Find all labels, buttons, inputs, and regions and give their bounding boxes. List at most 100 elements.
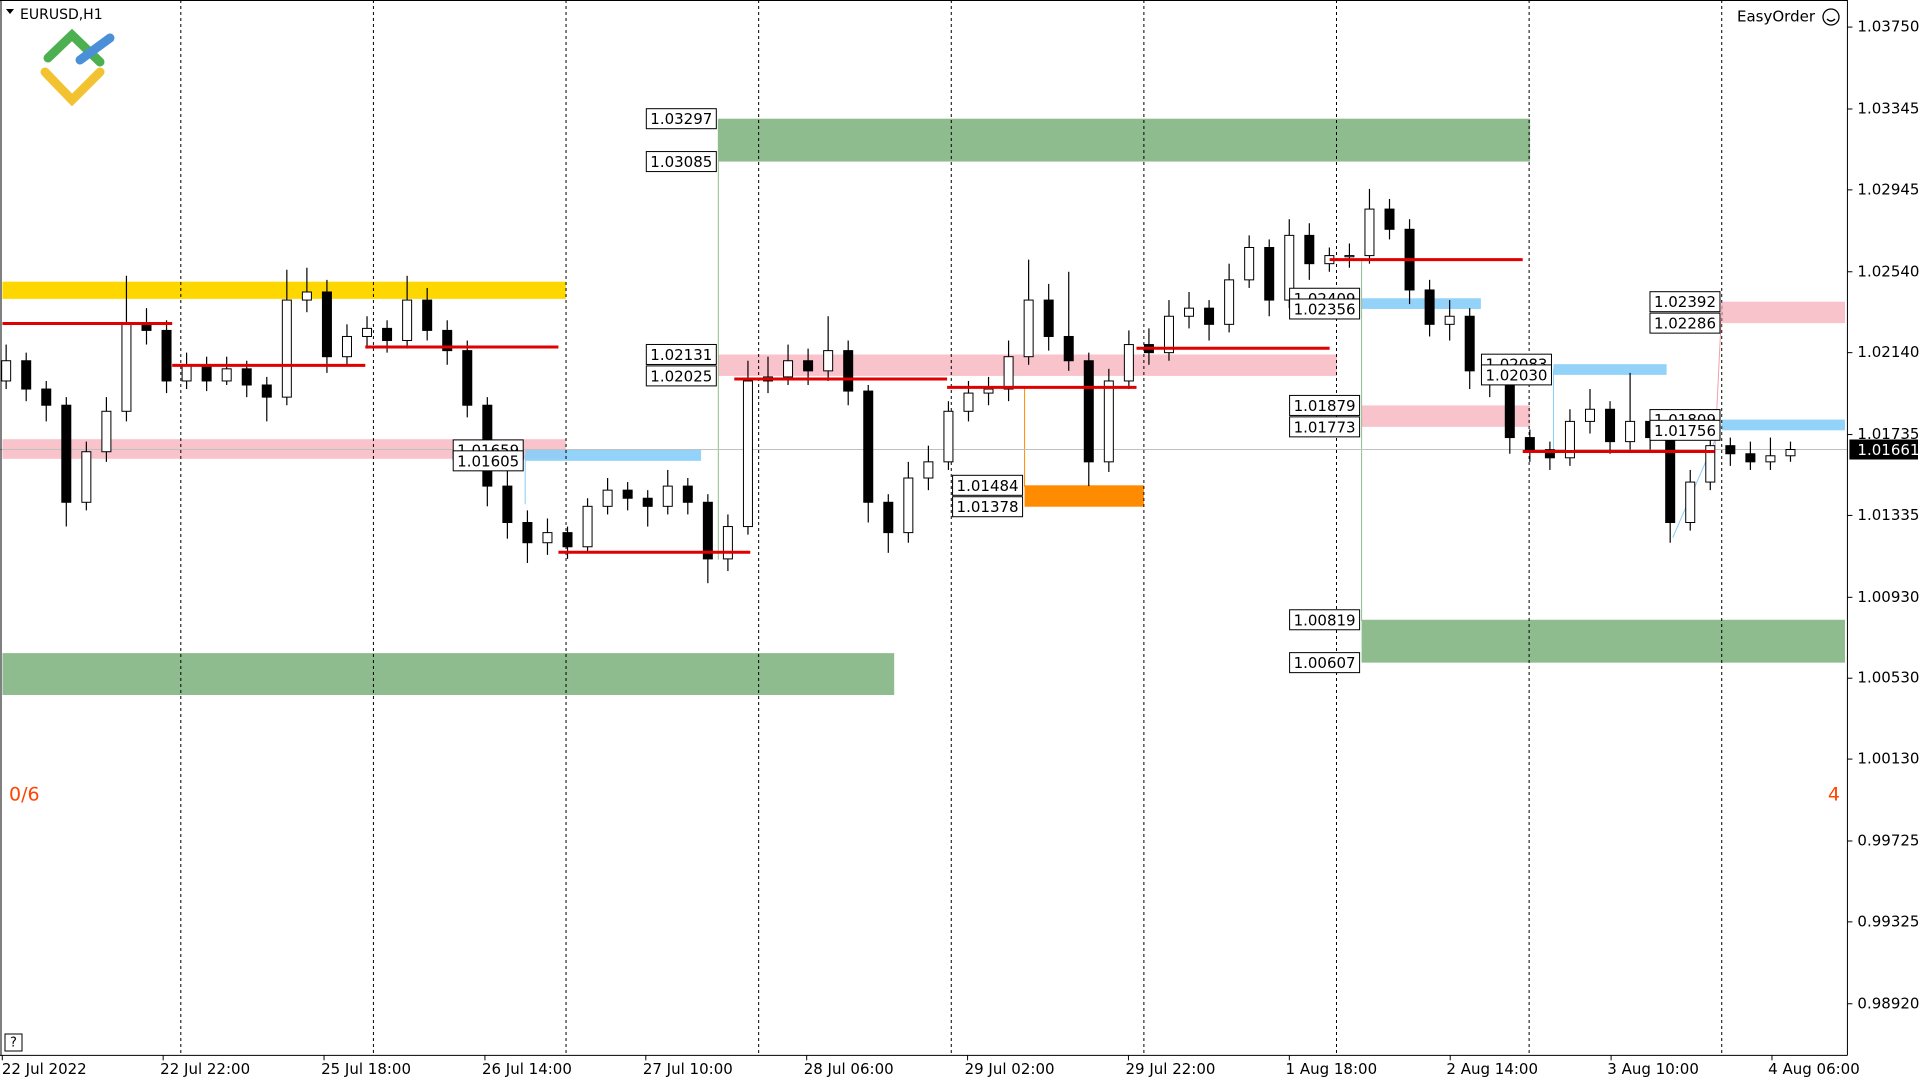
price-label-box [645, 343, 717, 365]
candle-body [1103, 380, 1114, 463]
price-label: 1.01756 [1654, 422, 1716, 440]
price-label: 1.03297 [650, 110, 712, 128]
menu-arrow[interactable] [6, 9, 14, 14]
candle-body [201, 364, 212, 382]
candle-body [1304, 234, 1315, 265]
price-label: 1.02356 [1294, 300, 1356, 318]
price-label: 1.03085 [650, 153, 712, 171]
candle-body [41, 388, 52, 406]
candle-body [1705, 445, 1716, 483]
price-label: 1.02131 [650, 346, 712, 364]
smiley-face [1822, 8, 1840, 26]
separators [0, 0, 1848, 1056]
candle-body [1264, 247, 1275, 301]
candle-body [983, 388, 994, 394]
y-tick-label: 1.03345 [1857, 99, 1919, 117]
candle-body [1785, 449, 1796, 457]
zone [2, 439, 566, 459]
candle-body [1464, 315, 1475, 372]
candle-body [261, 384, 272, 398]
candle-body [1204, 307, 1215, 325]
price-label-box [1289, 416, 1361, 438]
zone [2, 653, 895, 695]
candle-body [1725, 445, 1736, 455]
candle-body [1504, 380, 1515, 439]
candle-body [1043, 299, 1054, 337]
price-label-box [452, 450, 524, 472]
zone [525, 449, 702, 461]
candle-body [301, 291, 312, 301]
candle-body [1564, 420, 1575, 459]
logo-part [40, 67, 105, 107]
price-label: 1.02286 [1654, 315, 1716, 333]
zone [718, 354, 1337, 376]
price-label: 1.01378 [957, 498, 1019, 516]
candle-body [181, 364, 192, 382]
candle-body [682, 485, 693, 503]
price-label-box [645, 108, 717, 130]
y-tick-label: 1.03750 [1857, 18, 1919, 36]
candle-body [1003, 356, 1014, 390]
y-tick-label: 1.00530 [1857, 669, 1919, 687]
y-tick-label: 1.01735 [1857, 425, 1919, 443]
candle-body [602, 489, 613, 507]
x-tick-label: 27 Jul 10:00 [643, 1060, 733, 1078]
help-button[interactable] [4, 1033, 23, 1052]
candle-body [1625, 420, 1636, 443]
candle-body [221, 368, 232, 382]
price-label: 1.01879 [1294, 397, 1356, 415]
candle-body [742, 380, 753, 528]
candle-body [803, 360, 814, 372]
zones [2, 118, 1845, 695]
price-label-box [645, 151, 717, 173]
candle-body [1605, 408, 1616, 443]
x-tick-label: 29 Jul 02:00 [965, 1060, 1055, 1078]
candle-body [1224, 279, 1235, 325]
price-label: 1.02392 [1654, 293, 1716, 311]
x-tick-label: 2 Aug 14:00 [1446, 1060, 1538, 1078]
logo-part [75, 33, 115, 65]
candle-body [241, 368, 252, 386]
candle-body [161, 329, 172, 382]
price-label-box [1649, 312, 1721, 334]
help-label[interactable]: ? [10, 1036, 17, 1051]
candle-body [883, 501, 894, 534]
candle-body [1444, 315, 1455, 325]
candle-body [903, 477, 914, 534]
x-tick-label: 29 Jul 22:00 [1125, 1060, 1215, 1078]
last-price-label: 1.01661 [1857, 441, 1919, 459]
price-label: 1.01605 [457, 452, 519, 470]
zone [1553, 364, 1667, 375]
candle-body [321, 291, 332, 358]
candle-body [121, 323, 132, 412]
x-tick-label: 25 Jul 18:00 [321, 1060, 411, 1078]
logo [40, 28, 115, 107]
x-tick-label: 1 Aug 18:00 [1286, 1060, 1378, 1078]
counter-right: 4 [1828, 784, 1840, 806]
candle-body [562, 532, 573, 548]
candle-body [281, 299, 292, 398]
candle-body [1685, 481, 1696, 524]
candle-body [1023, 299, 1034, 358]
candle-body [462, 350, 473, 406]
zone [1024, 485, 1144, 507]
panel-name[interactable]: EasyOrder [1737, 8, 1816, 26]
candle-body [101, 410, 112, 453]
candle-body [943, 410, 954, 463]
y-tick-label: 0.99325 [1857, 912, 1919, 930]
smiley [1822, 8, 1840, 26]
x-tick-label: 26 Jul 14:00 [482, 1060, 572, 1078]
candle-body [1344, 255, 1355, 258]
price-label-box [1289, 394, 1361, 416]
candle-body [1384, 208, 1395, 230]
candle-body [722, 526, 733, 560]
candle-body [1163, 315, 1174, 354]
price-label: 1.02030 [1485, 366, 1547, 384]
candle-body [783, 360, 794, 378]
price-label-box [1649, 419, 1721, 441]
zone [2, 281, 566, 299]
candle-body [1765, 455, 1776, 463]
